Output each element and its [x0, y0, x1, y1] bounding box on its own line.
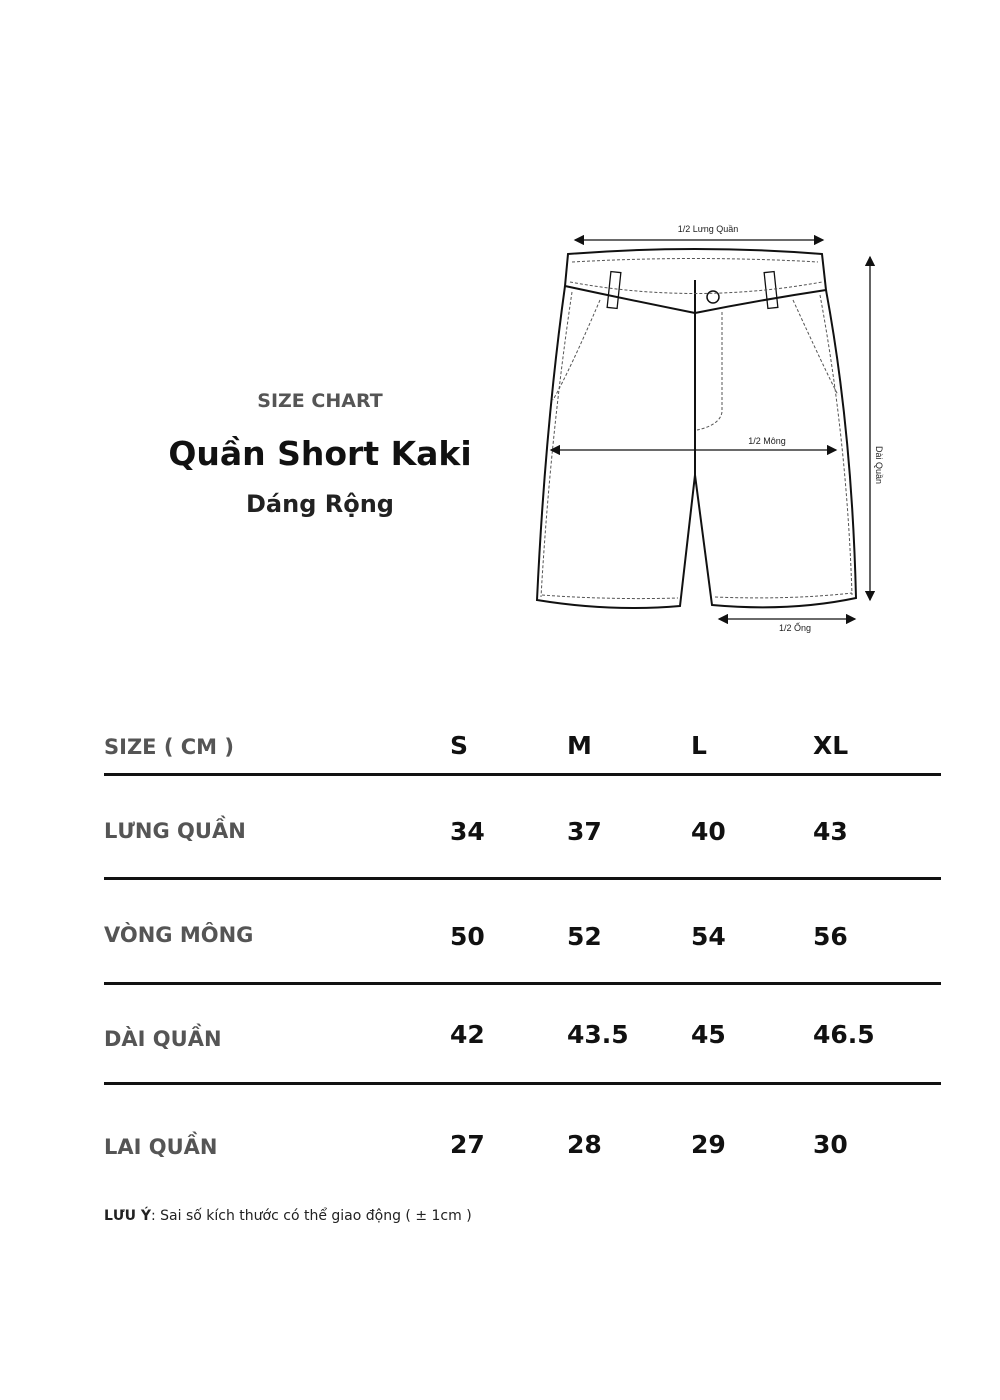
size-chart-eyebrow: SIZE CHART — [257, 390, 383, 412]
cell: 50 — [450, 922, 485, 951]
cell: 42 — [450, 1020, 485, 1049]
product-subtitle: Dáng Rộng — [246, 490, 394, 518]
cell: 40 — [691, 817, 726, 846]
row-label: LƯNG QUẦN — [104, 819, 246, 843]
note-label: LƯU Ý — [104, 1208, 151, 1224]
divider — [104, 1082, 941, 1085]
cell: 29 — [691, 1130, 726, 1159]
cell: 52 — [567, 922, 602, 951]
cell: 43.5 — [567, 1020, 629, 1049]
size-header-label: SIZE ( CM ) — [104, 735, 234, 759]
hip-label: 1/2 Mông — [748, 436, 786, 446]
row-label: VÒNG MÔNG — [104, 923, 254, 947]
size-s: S — [450, 731, 469, 760]
row-label: DÀI QUẦN — [104, 1027, 222, 1051]
tolerance-note: LƯU Ý: Sai số kích thước có thể giao độn… — [104, 1208, 472, 1224]
cell: 46.5 — [813, 1020, 875, 1049]
note-text: : Sai số kích thước có thể giao động ( ±… — [151, 1208, 472, 1224]
leg-label: 1/2 Ống — [779, 622, 811, 633]
shorts-diagram: 1/2 Lưng Quần 1/2 Mông Dài Quần 1/2 Ống — [535, 224, 884, 633]
divider — [104, 877, 941, 880]
waist-label: 1/2 Lưng Quần — [678, 224, 739, 234]
size-l: L — [691, 731, 707, 760]
product-title: Quần Short Kaki — [168, 434, 472, 473]
cell: 34 — [450, 817, 485, 846]
length-label: Dài Quần — [874, 446, 884, 484]
cell: 45 — [691, 1020, 726, 1049]
cell: 43 — [813, 817, 848, 846]
cell: 37 — [567, 817, 602, 846]
measurement-arrows — [549, 234, 876, 625]
cell: 27 — [450, 1130, 485, 1159]
size-m: M — [567, 731, 592, 760]
cell: 30 — [813, 1130, 848, 1159]
cell: 54 — [691, 922, 726, 951]
cell: 28 — [567, 1130, 602, 1159]
divider — [104, 982, 941, 985]
cell: 56 — [813, 922, 848, 951]
stitching — [540, 258, 853, 600]
shorts-outline — [535, 248, 858, 609]
divider — [104, 773, 941, 776]
size-xl: XL — [813, 731, 849, 760]
row-label: LAI QUẦN — [104, 1135, 218, 1159]
